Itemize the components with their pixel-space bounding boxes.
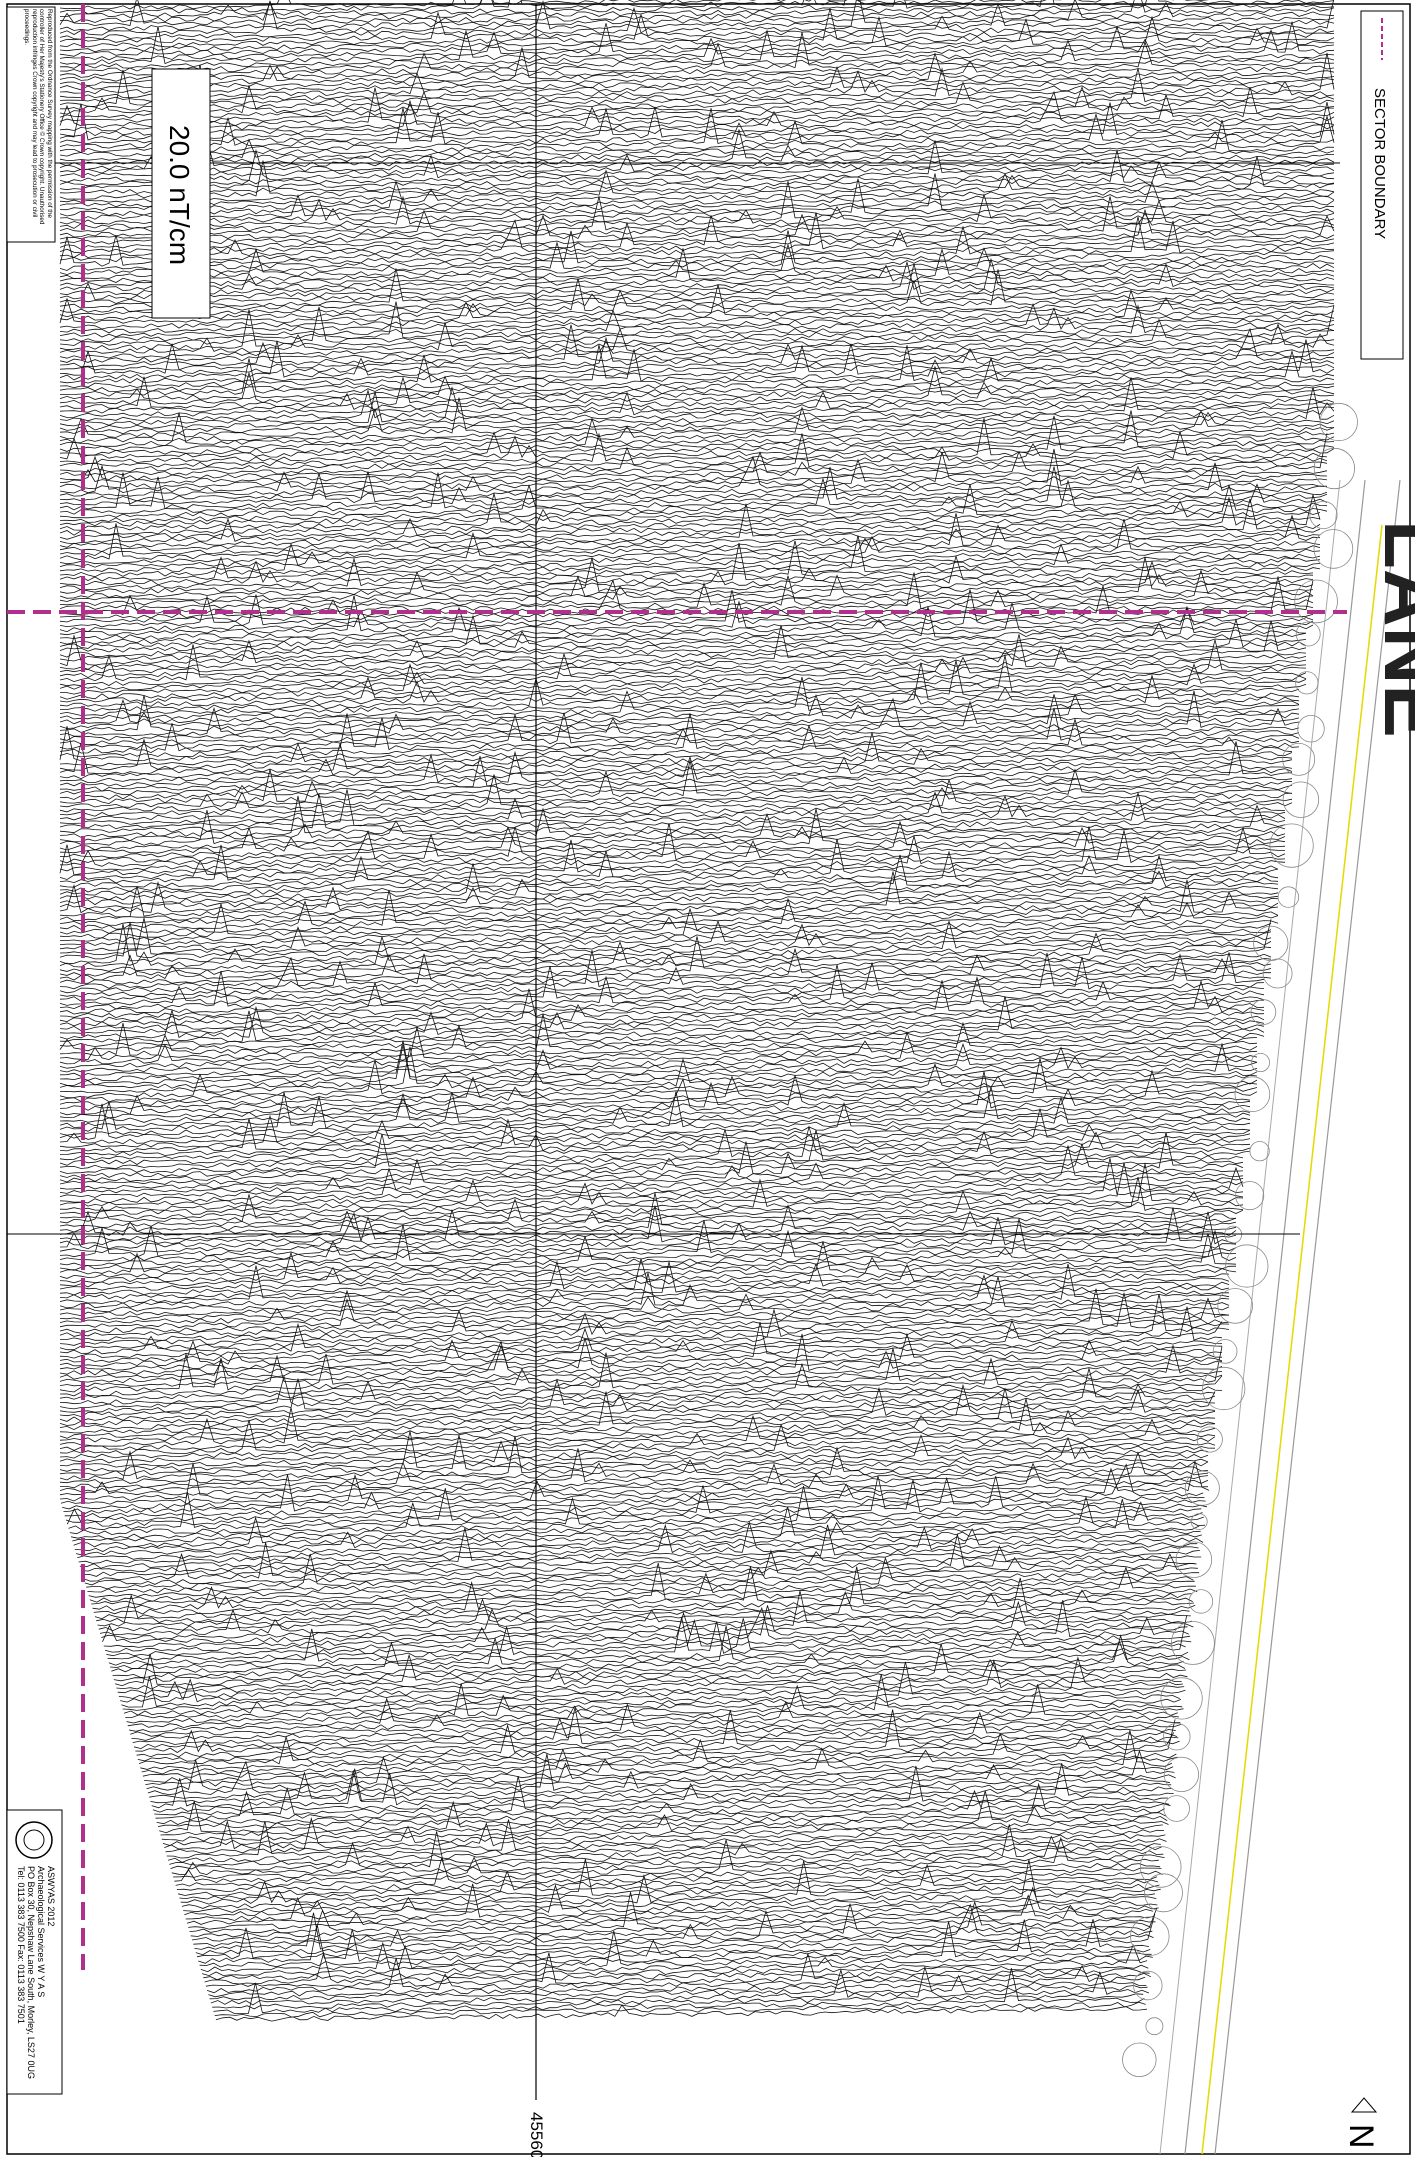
north-label: N (1342, 2124, 1380, 2149)
company-line: Tel: 0113 383 7500 Fax: 0113 383 7501 (16, 1866, 26, 2024)
easting-label: 455600 (527, 2112, 546, 2157)
copyright-wrap: Reproduced from the Ordnance Survey mapp… (7, 7, 55, 242)
survey-map: LANE SECTOR BOUNDARY 20.0 nT/cm Reproduc… (0, 0, 1415, 2157)
road-label: LANE (1368, 520, 1415, 738)
scale-label: 20.0 nT/cm (164, 125, 195, 265)
company-name: ASWYAS 2012 (46, 1866, 56, 1926)
page: LANE SECTOR BOUNDARY 20.0 nT/cm Reproduc… (0, 0, 1415, 2157)
company-line: PO Box 30, Nepshaw Lane South, Morley, L… (26, 1866, 36, 2079)
legend-label: SECTOR BOUNDARY (1371, 88, 1388, 239)
company-line: Archaeological Services W Y A S (36, 1866, 46, 1997)
copyright-text: Reproduced from the Ordnance Survey mapp… (21, 7, 55, 242)
